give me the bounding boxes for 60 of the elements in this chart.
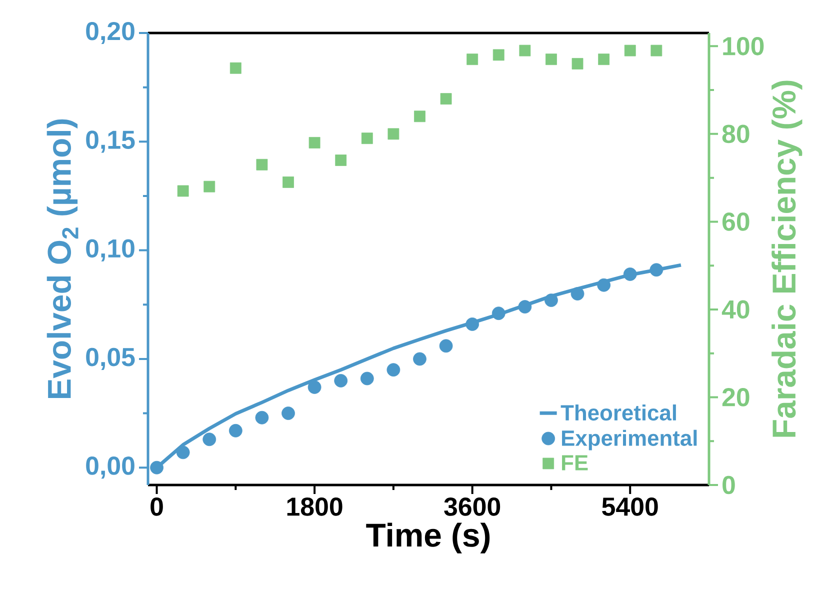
y-tick-label: 0,00 [86,456,134,479]
y2-tick-label: 40 [722,300,750,319]
point [572,58,584,70]
point [439,339,453,353]
point [546,54,557,66]
y2-tick-label: 100 [723,36,764,56]
point [150,460,164,474]
point [202,432,216,446]
point [492,49,504,61]
point [570,287,584,300]
point [177,185,189,197]
point [335,154,347,166]
point [388,128,400,140]
point [492,306,506,320]
point [519,44,531,56]
legend-label: FE [562,455,588,470]
point [256,158,268,170]
point [361,132,373,144]
y-axis-title: Evolved O$_{2}$ (µmol) [46,119,78,398]
point [334,374,348,388]
point [440,93,452,105]
point [228,424,242,438]
point [650,44,662,56]
y-tick-label: 0,05 [86,348,135,370]
point [466,317,480,331]
point [518,300,532,314]
point [255,410,269,424]
point [413,352,426,366]
y-tick-label: 0,10 [86,239,134,262]
point [650,263,664,277]
y-tick-label: 0,20 [86,22,134,44]
point [360,372,374,386]
x-axis-title: Time (s) [366,522,490,554]
x-tick-label: 0 [150,498,163,516]
y-tick-label: 0,15 [86,130,135,153]
point [308,137,320,148]
point [624,44,636,56]
point [282,176,294,188]
point [597,278,611,292]
y2-axis-title: Faradaic Efficiency (%) [772,80,802,437]
point [466,54,478,66]
y2-tick-label: 20 [722,388,750,406]
point [598,54,610,66]
point [414,110,426,122]
point [623,268,637,281]
point [204,180,216,192]
legend-label: Theoretical [560,404,676,421]
point [544,294,558,307]
y2-tick-label: 80 [722,124,750,144]
point [282,406,295,420]
legend-label: Experimental [562,430,697,450]
x-tick-label: 1800 [287,498,342,516]
y2-tick-label: 0 [722,476,735,494]
point [230,62,242,74]
x-tick-label: 3600 [444,498,500,516]
point [386,363,400,377]
point [308,380,322,394]
y2-tick-label: 60 [722,212,750,231]
x-tick-label: 5400 [602,498,658,516]
point [176,446,190,460]
